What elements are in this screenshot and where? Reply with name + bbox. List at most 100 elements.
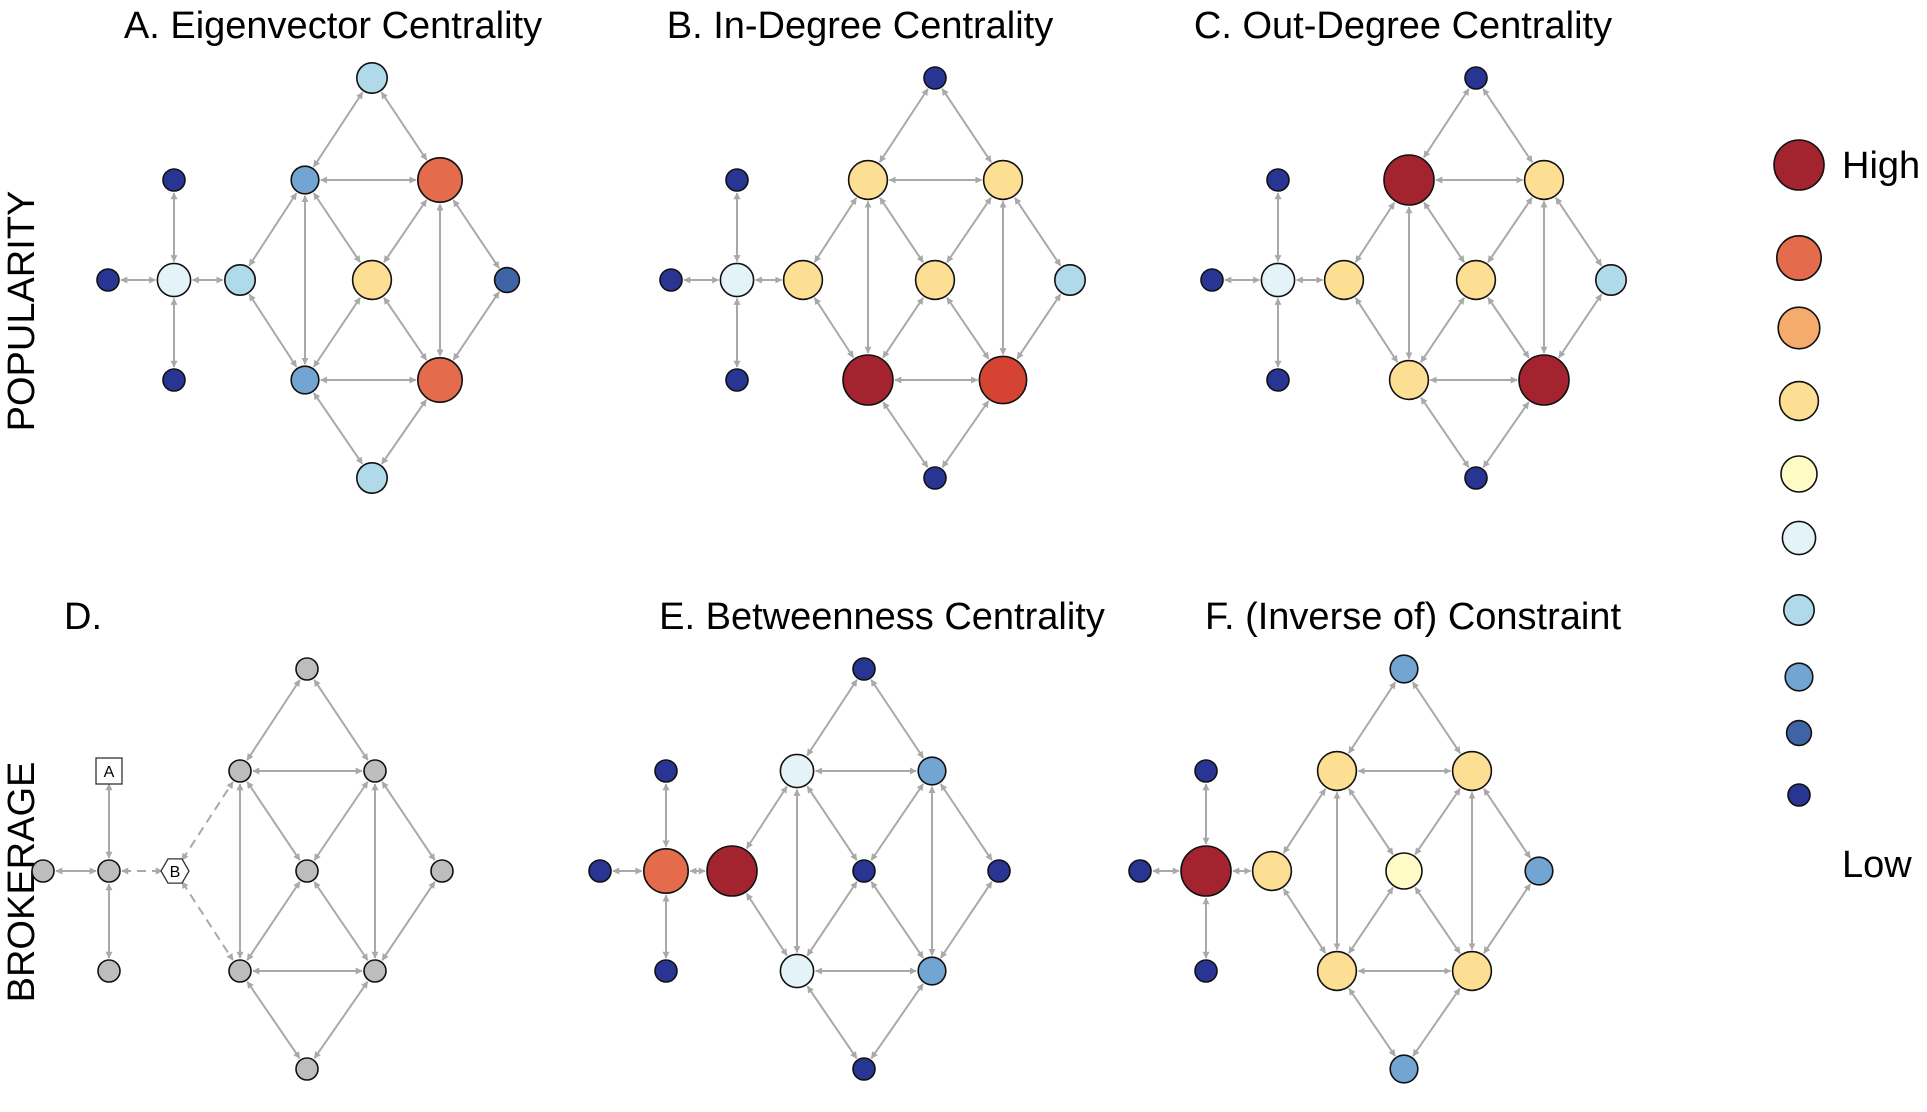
edge-f-L1-M xyxy=(1348,788,1394,855)
edge-c-L1-T xyxy=(1422,88,1470,159)
edge-b-R1-Rc xyxy=(1014,197,1062,267)
node-a-Rc xyxy=(493,266,521,294)
node-d-LB xyxy=(97,959,121,983)
node-a-Lc xyxy=(156,262,192,298)
edge-e-L2-M xyxy=(806,881,858,957)
node-d-box-a xyxy=(95,757,123,785)
panel-f: F. (Inverse of) Constraint xyxy=(1128,596,1621,1084)
edge-d-X-L2 xyxy=(181,881,234,961)
node-b-R1 xyxy=(982,159,1024,201)
legend-swatch-6 xyxy=(1783,593,1816,626)
nodes-e xyxy=(588,657,1011,1081)
edge-c-R1-Rc xyxy=(1555,197,1603,267)
node-d-L2 xyxy=(228,959,252,983)
node-c-LL xyxy=(1200,268,1224,292)
edge-c-R1-T xyxy=(1482,88,1533,163)
panel-d: D.AB xyxy=(31,596,454,1081)
edge-a-L2-B xyxy=(313,392,364,465)
edge-b-R2-Rc xyxy=(1016,293,1062,360)
legend-swatch-3 xyxy=(1778,380,1820,422)
edge-d-X-L1 xyxy=(181,781,234,861)
panel-title-d: D. xyxy=(64,596,102,638)
edge-c-L2-B xyxy=(1420,397,1470,468)
edge-b-L2-B xyxy=(882,401,929,468)
node-d-T xyxy=(295,657,319,681)
node-e-B xyxy=(852,1057,876,1081)
node-e-LL xyxy=(588,859,612,883)
nodes-f xyxy=(1128,654,1554,1084)
node-e-X xyxy=(706,845,758,897)
edges-a xyxy=(120,91,500,465)
nodes-c xyxy=(1200,66,1628,490)
edge-e-R2-M xyxy=(870,881,924,959)
edge-c-R2-M xyxy=(1487,297,1530,359)
edge-e-R2-Rc xyxy=(939,881,993,959)
node-d-hex-b-label: B xyxy=(170,864,181,881)
edge-e-R1-Rc xyxy=(939,783,993,861)
edge-f-R1-Rc xyxy=(1483,788,1532,859)
edge-e-R1-M xyxy=(870,783,924,861)
legend-swatch-8 xyxy=(1785,719,1813,747)
node-b-T xyxy=(923,66,947,90)
row-label-brokerage: BROKERAGE xyxy=(1,762,43,1003)
edge-e-L1-T xyxy=(806,679,858,757)
edges-b xyxy=(683,88,1062,468)
nodes-b xyxy=(659,66,1087,490)
node-e-Lc xyxy=(642,847,689,894)
node-e-R2 xyxy=(917,956,947,986)
edge-c-L1-M xyxy=(1423,201,1465,263)
legend-high-label: High xyxy=(1842,145,1920,187)
legend-swatch-4 xyxy=(1780,455,1818,493)
node-b-L2 xyxy=(842,354,894,406)
node-d-R1 xyxy=(363,759,387,783)
node-c-T xyxy=(1464,66,1488,90)
node-c-R2 xyxy=(1518,354,1570,406)
node-a-LB xyxy=(162,368,186,392)
edge-f-R2-Rc xyxy=(1483,883,1532,954)
edge-f-R1-M xyxy=(1414,788,1461,856)
node-b-M xyxy=(914,259,956,301)
edge-a-R1-Rc xyxy=(452,199,500,269)
edge-a-L1-M xyxy=(312,192,361,263)
panel-b: B. In-Degree Centrality xyxy=(659,5,1087,490)
node-a-R2 xyxy=(416,356,463,403)
node-a-M xyxy=(351,259,393,301)
node-b-LL xyxy=(659,268,683,292)
node-c-LB xyxy=(1266,368,1290,392)
edge-a-R1-T xyxy=(380,91,428,161)
panel-e: E. Betweenness Centrality xyxy=(588,596,1105,1081)
node-f-R2 xyxy=(1451,950,1493,992)
edge-b-L1-T xyxy=(878,88,929,163)
node-c-Rc xyxy=(1595,263,1628,296)
panel-title-b: B. In-Degree Centrality xyxy=(667,5,1054,47)
panel-title-a: A. Eigenvector Centrality xyxy=(124,5,542,47)
edge-b-R1-T xyxy=(941,88,992,163)
node-b-LB xyxy=(725,368,749,392)
node-d-L1 xyxy=(228,759,252,783)
legend-swatch-9 xyxy=(1787,783,1811,807)
edge-a-L1-T xyxy=(312,91,364,168)
row-label-popularity: POPULARITY xyxy=(1,191,43,432)
node-e-T xyxy=(852,657,876,681)
node-c-L1 xyxy=(1383,154,1435,206)
node-f-R1 xyxy=(1451,750,1493,792)
edge-f-X-L2 xyxy=(1282,888,1327,954)
node-e-L2 xyxy=(779,953,815,989)
node-f-M xyxy=(1385,852,1423,890)
node-b-Lc xyxy=(719,262,755,298)
node-b-B xyxy=(923,466,947,490)
node-f-LL xyxy=(1128,859,1152,883)
edge-d-R1-Rc xyxy=(381,781,436,861)
panel-title-c: C. Out-Degree Centrality xyxy=(1194,5,1612,47)
node-e-LT xyxy=(654,759,678,783)
row-labels: POPULARITY BROKERAGE xyxy=(1,191,43,1003)
nodes-a xyxy=(96,61,521,494)
edge-f-R2-B xyxy=(1412,988,1461,1057)
legend: High Low xyxy=(1773,139,1920,886)
edge-b-L2-M xyxy=(882,297,924,359)
node-b-R2 xyxy=(978,355,1028,405)
edge-e-X-L1 xyxy=(745,786,788,849)
legend-low-label: Low xyxy=(1842,844,1912,886)
node-a-L1 xyxy=(290,165,320,195)
edge-d-L1-M xyxy=(246,781,301,861)
